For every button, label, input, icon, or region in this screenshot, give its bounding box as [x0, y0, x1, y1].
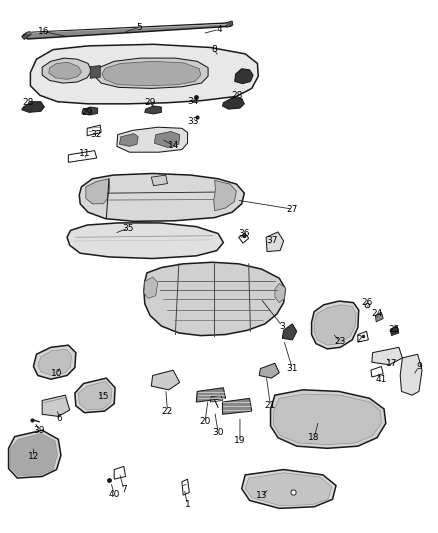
Text: 22: 22	[162, 407, 173, 416]
Polygon shape	[21, 31, 31, 39]
Text: 6: 6	[57, 414, 63, 423]
Text: 39: 39	[33, 426, 45, 435]
Polygon shape	[154, 132, 180, 148]
Text: 1: 1	[185, 500, 191, 509]
Polygon shape	[9, 430, 61, 478]
Polygon shape	[271, 390, 386, 448]
Text: 26: 26	[362, 298, 373, 307]
Polygon shape	[67, 223, 223, 259]
Text: 32: 32	[90, 130, 102, 139]
Text: 19: 19	[234, 437, 246, 446]
Polygon shape	[375, 312, 383, 322]
Text: 24: 24	[371, 309, 383, 318]
Text: 41: 41	[376, 375, 387, 384]
Text: 36: 36	[239, 229, 250, 238]
Text: 40: 40	[109, 489, 120, 498]
Text: 29: 29	[81, 108, 93, 117]
Polygon shape	[314, 305, 356, 345]
Text: 18: 18	[308, 433, 320, 442]
Text: 25: 25	[388, 325, 399, 334]
Polygon shape	[400, 354, 422, 395]
Text: 13: 13	[256, 490, 268, 499]
Text: 23: 23	[335, 337, 346, 346]
Polygon shape	[82, 107, 98, 115]
Text: 28: 28	[22, 98, 33, 107]
Polygon shape	[30, 44, 258, 104]
Text: 4: 4	[216, 25, 222, 34]
Polygon shape	[75, 378, 115, 413]
Polygon shape	[120, 134, 138, 147]
Text: 35: 35	[123, 224, 134, 233]
Polygon shape	[11, 433, 57, 476]
Polygon shape	[266, 232, 284, 252]
Polygon shape	[214, 180, 237, 211]
Polygon shape	[245, 473, 332, 506]
Polygon shape	[235, 69, 253, 84]
Polygon shape	[144, 277, 158, 298]
Polygon shape	[274, 394, 381, 445]
Text: 28: 28	[232, 91, 243, 100]
Polygon shape	[372, 348, 403, 365]
Polygon shape	[38, 350, 71, 375]
Text: 14: 14	[167, 141, 179, 150]
Text: 17: 17	[386, 359, 397, 368]
Polygon shape	[102, 61, 201, 86]
Text: 37: 37	[266, 237, 278, 246]
Text: 21: 21	[265, 401, 276, 410]
Polygon shape	[226, 21, 233, 27]
Polygon shape	[22, 23, 231, 39]
Text: 20: 20	[199, 417, 211, 426]
Text: 34: 34	[187, 97, 198, 106]
Polygon shape	[283, 324, 297, 340]
Text: 29: 29	[145, 98, 155, 107]
Polygon shape	[21, 102, 44, 112]
Text: 10: 10	[51, 369, 62, 378]
Polygon shape	[196, 387, 226, 402]
Polygon shape	[78, 381, 112, 410]
Text: 31: 31	[286, 364, 298, 373]
Polygon shape	[275, 284, 286, 303]
Text: 30: 30	[212, 428, 224, 437]
Text: 16: 16	[38, 27, 49, 36]
Polygon shape	[117, 127, 187, 152]
Text: 33: 33	[187, 117, 198, 126]
Polygon shape	[145, 106, 161, 114]
Text: 5: 5	[137, 23, 142, 32]
Polygon shape	[79, 173, 244, 221]
Polygon shape	[33, 345, 76, 379]
Text: 8: 8	[211, 45, 217, 54]
Text: 3: 3	[279, 321, 285, 330]
Polygon shape	[151, 370, 180, 390]
Polygon shape	[390, 326, 399, 336]
Polygon shape	[242, 470, 336, 508]
Text: 2: 2	[357, 335, 362, 344]
Text: 7: 7	[121, 485, 127, 494]
Polygon shape	[311, 301, 359, 349]
Text: 15: 15	[98, 392, 109, 401]
Polygon shape	[90, 66, 100, 78]
Polygon shape	[42, 58, 92, 83]
Text: 11: 11	[79, 149, 90, 158]
Text: 9: 9	[416, 362, 422, 371]
Polygon shape	[151, 175, 167, 185]
Text: 12: 12	[28, 453, 39, 462]
Polygon shape	[259, 364, 279, 378]
Polygon shape	[49, 62, 81, 79]
Polygon shape	[144, 262, 286, 336]
Text: 27: 27	[286, 205, 298, 214]
Polygon shape	[86, 179, 110, 204]
Polygon shape	[223, 98, 244, 109]
Polygon shape	[95, 58, 208, 88]
Polygon shape	[42, 395, 70, 416]
Polygon shape	[223, 398, 252, 414]
